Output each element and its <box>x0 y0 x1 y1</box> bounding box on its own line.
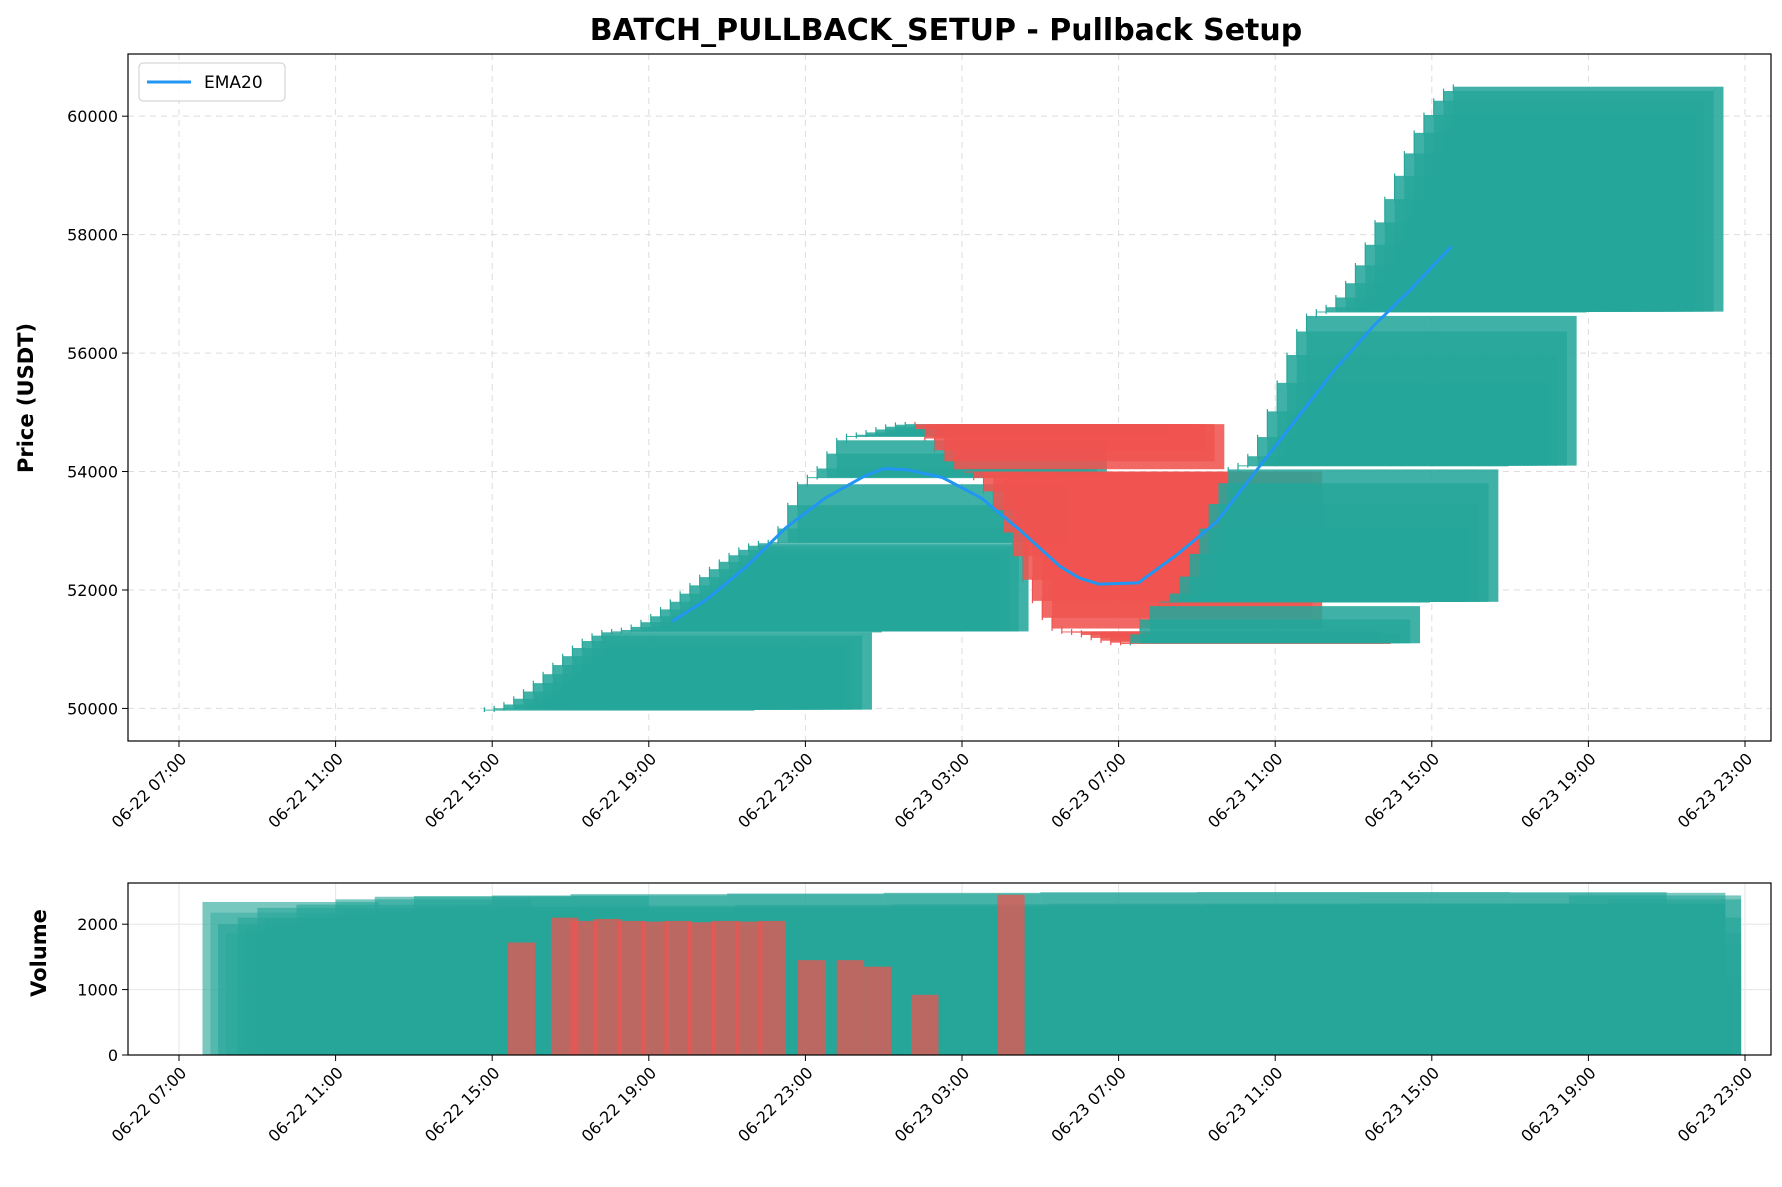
candle-body <box>1238 465 1509 467</box>
legend: EMA20 <box>138 62 286 102</box>
volume-bar-down <box>570 920 598 1055</box>
volume-bar-up <box>735 904 1726 1055</box>
candle-body <box>1306 315 1577 466</box>
volume-bar-down <box>997 894 1025 1055</box>
candle-body <box>484 709 755 711</box>
volume-bar-down <box>836 960 865 1055</box>
volume-y-tick-label: 2000 <box>77 915 118 934</box>
volume-bar-up <box>1518 904 1726 1055</box>
volume-bar-up <box>1615 910 1726 1055</box>
volume-bar-down <box>797 960 825 1055</box>
volume-bar-down <box>640 921 669 1055</box>
price-y-tick-label: 60000 <box>67 107 118 126</box>
candle-body <box>1149 606 1421 644</box>
volume-bar-up <box>1204 903 1726 1055</box>
candle-body <box>1228 469 1499 602</box>
ema20-line <box>671 245 1453 623</box>
price-y-tick-label: 54000 <box>67 463 118 482</box>
volume-bar-up <box>1643 927 1726 1055</box>
candle-body <box>758 543 1029 632</box>
volume-bar-down <box>911 994 939 1055</box>
volume-bar-down <box>507 942 536 1055</box>
candle-body <box>1453 86 1724 312</box>
price-marks <box>483 84 1724 712</box>
price-y-axis-label: Price (USDT) <box>14 323 38 473</box>
candle-body <box>1120 642 1391 644</box>
volume-bar-down <box>734 921 763 1055</box>
volume-bar-up <box>891 904 1726 1055</box>
volume-bar-up <box>1048 903 1726 1055</box>
volume-bar-up <box>1361 903 1726 1055</box>
price-axes-frame <box>127 53 1772 742</box>
chart-title: BATCH_PULLBACK_SETUP - Pullback Setup <box>590 13 1302 48</box>
volume-bar-up <box>226 933 1726 1055</box>
volume-bar-up <box>1576 906 1726 1055</box>
volume-bar-up <box>1674 941 1726 1055</box>
volume-bar-down <box>664 920 692 1055</box>
volume-y-tick-label: 0 <box>108 1046 118 1065</box>
volume-bar-down <box>758 920 786 1055</box>
volume-y-tick-label: 1000 <box>77 981 118 1000</box>
volume-bar-up <box>210 912 1726 1055</box>
volume-bar-down <box>687 922 716 1055</box>
legend-box <box>138 62 286 102</box>
candle-body <box>768 542 1039 544</box>
candle-body <box>954 424 1225 470</box>
volume-bar-down <box>864 966 892 1055</box>
volume-bar-up <box>1725 982 1732 1055</box>
volume-marks <box>202 892 1742 1055</box>
candle-body <box>1159 601 1430 603</box>
volume-bar-down <box>711 920 739 1055</box>
legend-ema20-label: EMA20 <box>204 73 263 93</box>
volume-bar-up <box>245 927 1726 1055</box>
volume-bar-down <box>617 920 645 1055</box>
volume-bar-up <box>1717 976 1742 1055</box>
price-y-tick-label: 58000 <box>67 226 118 245</box>
price-y-tick-label: 52000 <box>67 581 118 600</box>
candle-body <box>601 632 872 710</box>
volume-axes-frame <box>127 882 1772 1056</box>
volume-bar-up <box>1698 951 1726 1055</box>
volume-bar-down <box>593 918 622 1055</box>
candle-body <box>1316 311 1587 313</box>
candle-body <box>611 631 882 633</box>
price-y-tick-label: 50000 <box>67 699 118 718</box>
price-y-tick-label: 56000 <box>67 344 118 363</box>
volume-y-axis-label: Volume <box>27 909 51 997</box>
